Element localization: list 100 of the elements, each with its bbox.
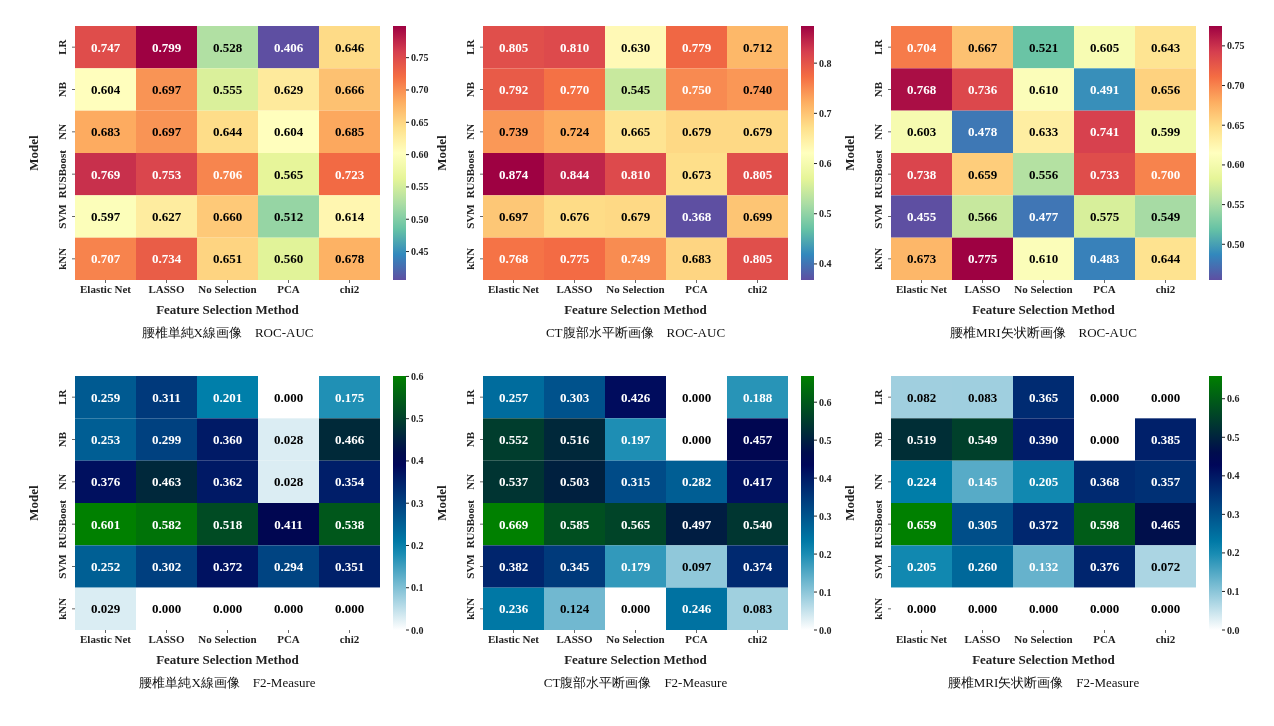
data-label: 0.246 bbox=[681, 601, 712, 617]
color-bar-label: 0.75 bbox=[1227, 40, 1245, 52]
data-label: 0.411 bbox=[274, 516, 303, 532]
data-label: 0.555 bbox=[212, 82, 243, 98]
color-bar-label: 0.0 bbox=[411, 624, 424, 636]
color-bar-label: 0.0 bbox=[1227, 624, 1240, 636]
data-label: 0.769 bbox=[90, 166, 121, 182]
data-label: 0.775 bbox=[967, 251, 998, 267]
y-tick-label: kNN bbox=[464, 597, 476, 620]
data-label: 0.372 bbox=[212, 559, 243, 575]
data-label: 0.704 bbox=[906, 39, 937, 55]
color-bar-label: 0.4 bbox=[411, 455, 424, 467]
color-bar-label: 0.1 bbox=[1227, 585, 1240, 597]
color-bar-label: 0.6 bbox=[1227, 393, 1240, 405]
data-label: 0.753 bbox=[151, 166, 182, 182]
color-bar-label: 0.5 bbox=[1227, 431, 1240, 443]
data-label: 0.707 bbox=[90, 251, 121, 267]
x-tick-label: Elastic Net bbox=[487, 632, 540, 645]
data-label: 0.000 bbox=[1089, 432, 1120, 448]
data-label: 0.315 bbox=[620, 474, 651, 490]
data-label: 0.000 bbox=[967, 601, 998, 617]
data-label: 0.697 bbox=[498, 209, 529, 225]
data-label: 0.599 bbox=[1150, 124, 1181, 140]
y-tick-label: kNN bbox=[56, 597, 68, 620]
data-label: 0.257 bbox=[498, 389, 529, 405]
color-bar-label: 0.3 bbox=[819, 510, 832, 522]
data-label: 0.097 bbox=[681, 559, 712, 575]
y-tick-label: LR bbox=[872, 388, 884, 405]
data-label: 0.733 bbox=[1089, 166, 1120, 182]
data-label: 0.552 bbox=[498, 432, 529, 448]
data-label: 0.305 bbox=[967, 516, 998, 532]
data-label: 0.799 bbox=[151, 39, 182, 55]
y-axis-title: Model bbox=[841, 484, 857, 521]
x-tick-label: PCA bbox=[1093, 282, 1116, 295]
text: 腰椎MRI矢状断画像 ROC-AUC bbox=[948, 324, 1139, 342]
x-tick-label: No Selection bbox=[606, 282, 665, 295]
data-label: 0.685 bbox=[334, 124, 365, 140]
data-label: 0.000 bbox=[906, 601, 937, 617]
data-label: 0.303 bbox=[559, 389, 590, 405]
data-label: 0.585 bbox=[559, 516, 590, 532]
text: 腰椎MRI矢状断画像 F2-Measure bbox=[946, 674, 1141, 692]
y-tick-label: SVM bbox=[56, 203, 68, 229]
data-label: 0.565 bbox=[273, 166, 304, 182]
data-label: 0.457 bbox=[742, 432, 773, 448]
data-label: 0.345 bbox=[559, 559, 590, 575]
data-label: 0.311 bbox=[152, 389, 181, 405]
data-label: 0.739 bbox=[498, 124, 529, 140]
data-label: 0.253 bbox=[90, 432, 121, 448]
data-label: 0.598 bbox=[1089, 516, 1120, 532]
data-label: 0.646 bbox=[334, 39, 365, 55]
data-label: 0.483 bbox=[1089, 251, 1120, 267]
data-label: 0.201 bbox=[212, 389, 243, 405]
data-label: 0.260 bbox=[967, 559, 998, 575]
y-tick-label: NB bbox=[464, 81, 476, 98]
data-label: 0.537 bbox=[498, 474, 529, 490]
y-tick-label: LR bbox=[56, 38, 68, 55]
x-tick-label: chi2 bbox=[339, 632, 360, 645]
y-tick-label: kNN bbox=[464, 247, 476, 270]
y-tick-label: LR bbox=[464, 38, 476, 55]
data-label: 0.000 bbox=[212, 601, 243, 617]
data-label: 0.644 bbox=[1150, 251, 1181, 267]
data-label: 0.000 bbox=[681, 432, 712, 448]
y-tick-label: NN bbox=[464, 123, 476, 140]
data-label: 0.749 bbox=[620, 251, 651, 267]
x-tick-label: Elastic Net bbox=[79, 632, 132, 645]
data-label: 0.673 bbox=[681, 166, 712, 182]
data-label: 0.385 bbox=[1150, 432, 1181, 448]
x-axis-title: Feature Selection Method bbox=[972, 302, 1116, 317]
x-tick-label: Elastic Net bbox=[895, 632, 948, 645]
y-tick-label: RUSBoost bbox=[464, 499, 476, 549]
data-label: 0.478 bbox=[967, 124, 998, 140]
color-bar-label: 0.5 bbox=[819, 208, 832, 220]
color-bar-label: 0.45 bbox=[411, 246, 429, 258]
x-tick-label: Elastic Net bbox=[79, 282, 132, 295]
x-tick-label: chi2 bbox=[1155, 632, 1176, 645]
color-bar-label: 0.60 bbox=[1227, 159, 1245, 171]
data-label: 0.741 bbox=[1089, 124, 1120, 140]
color-bar-label: 0.70 bbox=[411, 84, 429, 96]
data-label: 0.145 bbox=[967, 474, 998, 490]
data-label: 0.465 bbox=[1150, 516, 1181, 532]
x-tick-label: chi2 bbox=[747, 632, 768, 645]
y-tick-label: RUSBoost bbox=[872, 499, 884, 549]
y-tick-label: RUSBoost bbox=[464, 149, 476, 199]
data-label: 0.676 bbox=[559, 209, 590, 225]
data-label: 0.000 bbox=[620, 601, 651, 617]
data-label: 0.376 bbox=[1089, 559, 1120, 575]
y-tick-label: RUSBoost bbox=[872, 149, 884, 199]
data-label: 0.503 bbox=[559, 474, 590, 490]
data-label: 0.697 bbox=[151, 124, 182, 140]
data-label: 0.656 bbox=[1150, 82, 1181, 98]
data-label: 0.197 bbox=[620, 432, 651, 448]
x-tick-label: PCA bbox=[277, 282, 300, 295]
color-bar-label: 0.5 bbox=[819, 434, 832, 446]
y-tick-label: NB bbox=[464, 431, 476, 448]
data-label: 0.768 bbox=[498, 251, 529, 267]
data-label: 0.000 bbox=[1150, 389, 1181, 405]
data-label: 0.669 bbox=[498, 516, 529, 532]
color-bar-label: 0.4 bbox=[819, 258, 832, 270]
data-label: 0.205 bbox=[906, 559, 937, 575]
data-label: 0.028 bbox=[273, 432, 304, 448]
